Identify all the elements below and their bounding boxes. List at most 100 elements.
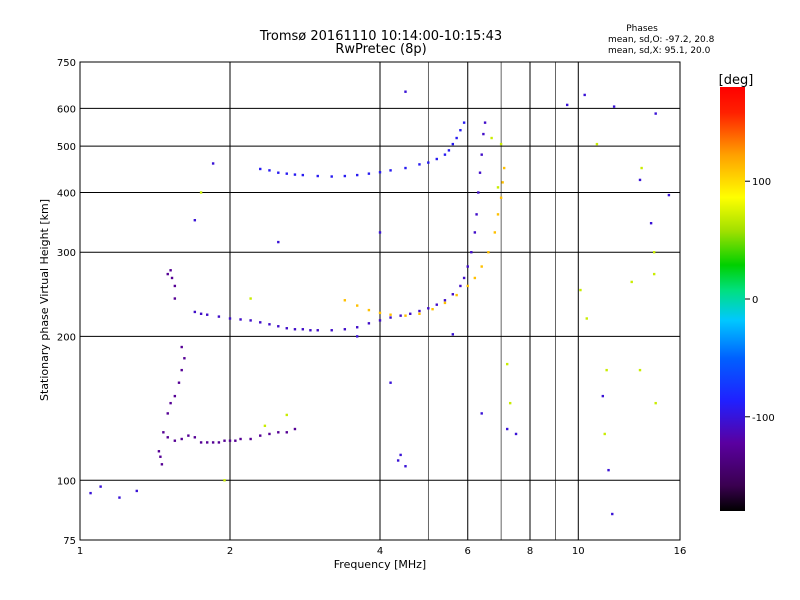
data-point <box>223 479 226 482</box>
data-point <box>187 434 190 437</box>
data-point <box>579 288 582 292</box>
data-point <box>630 280 633 284</box>
data-point <box>234 439 237 442</box>
x-axis: 1 2 4 6 8 10 16 <box>77 546 687 557</box>
data-point <box>459 128 462 132</box>
data-point <box>180 437 183 441</box>
data-point <box>652 272 656 276</box>
data-point <box>367 322 371 325</box>
data-point <box>473 231 477 234</box>
data-point <box>249 297 252 300</box>
data-point <box>277 325 280 328</box>
data-point <box>399 314 402 317</box>
data-point <box>447 149 451 152</box>
y-tick-label: 75 <box>63 536 76 547</box>
data-point <box>487 251 490 254</box>
data-point <box>480 153 483 156</box>
data-point <box>470 251 473 254</box>
data-point <box>499 142 503 146</box>
x-tick-label: 2 <box>227 546 233 557</box>
data-point <box>478 171 482 174</box>
data-point <box>301 328 305 331</box>
data-point <box>249 319 252 322</box>
data-point <box>475 213 478 216</box>
data-point <box>443 153 447 156</box>
data-point <box>268 169 271 172</box>
data-point <box>404 314 407 317</box>
data-point <box>259 434 262 437</box>
data-point <box>483 121 487 124</box>
data-point <box>396 459 400 462</box>
colorbar-tick-label: 100 <box>752 177 771 188</box>
data-point <box>263 424 267 428</box>
y-tick-label: 100 <box>57 476 76 487</box>
data-point <box>180 368 183 372</box>
data-point <box>404 465 407 468</box>
data-point <box>480 265 483 268</box>
data-point <box>293 427 297 431</box>
data-point <box>490 136 493 140</box>
data-point <box>603 432 606 436</box>
colorbar-label: [deg] <box>719 73 754 88</box>
data-point <box>443 301 447 305</box>
data-point <box>640 166 643 170</box>
series <box>157 269 297 466</box>
data-point <box>455 293 458 297</box>
data-point <box>451 293 455 296</box>
data-point <box>466 284 469 288</box>
data-point <box>285 172 288 175</box>
data-point <box>482 132 485 136</box>
data-point <box>378 171 382 174</box>
data-point <box>199 441 203 444</box>
data-point <box>638 178 642 182</box>
data-point <box>418 312 421 315</box>
data-point <box>118 496 121 499</box>
data-point <box>268 323 271 326</box>
x-tick-label: 10 <box>572 546 585 557</box>
data-point <box>455 136 458 140</box>
data-point <box>451 142 455 146</box>
data-point <box>418 163 421 166</box>
y-axis: 75 100 200 300 400 500 600 750 <box>57 58 76 547</box>
data-point <box>451 333 455 336</box>
data-point <box>217 441 221 444</box>
data-point <box>159 455 162 458</box>
data-point <box>565 103 569 107</box>
data-point <box>166 436 169 439</box>
data-point <box>409 312 412 315</box>
data-point <box>601 394 605 398</box>
data-point <box>462 276 466 280</box>
data-point <box>223 439 226 442</box>
data-point <box>293 328 297 331</box>
data-point <box>259 321 262 324</box>
data-point <box>316 329 319 332</box>
grid <box>80 62 680 540</box>
data-point <box>493 231 497 234</box>
data-point <box>205 441 209 444</box>
data-point <box>404 90 407 93</box>
data-point <box>514 432 518 436</box>
series <box>193 121 487 332</box>
data-point <box>480 412 483 415</box>
data-point <box>612 105 616 108</box>
data-point <box>293 173 297 176</box>
data-point <box>277 171 280 174</box>
data-point <box>343 174 347 178</box>
data-point <box>169 401 172 405</box>
stats-title: Phases <box>626 24 658 34</box>
x-tick-label: 1 <box>77 546 83 557</box>
data-point <box>89 491 92 495</box>
data-point <box>638 368 642 372</box>
data-point <box>367 308 371 312</box>
data-point <box>378 319 382 322</box>
data-point <box>378 311 382 315</box>
colorbar-tick-label: -100 <box>752 413 775 424</box>
data-point <box>277 431 280 434</box>
data-point <box>173 297 177 300</box>
data-point <box>427 161 430 164</box>
chart-title: Tromsø 20161110 10:14:00-10:15:43 <box>259 29 502 44</box>
data-point <box>389 316 392 319</box>
data-point <box>649 222 653 225</box>
chart-subtitle: RwPretec (8p) <box>335 42 426 57</box>
